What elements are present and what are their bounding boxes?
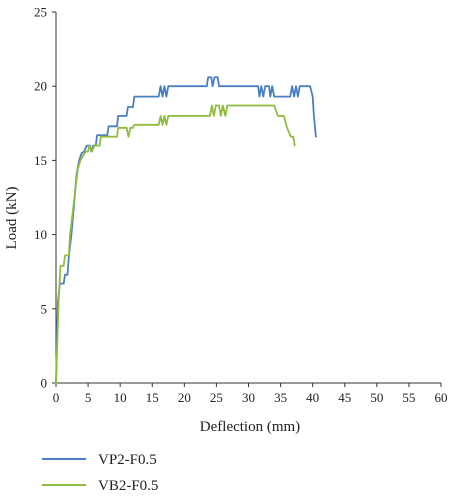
x-tick-label: 55 (402, 390, 415, 405)
y-tick-labels: 0 5 10 15 20 25 (34, 5, 56, 391)
series-line-2 (55, 104, 296, 384)
x-tick-label: 50 (370, 390, 383, 405)
y-tick-label: 0 (41, 376, 48, 391)
y-tick-label: 20 (34, 79, 47, 94)
legend: VP2-F0.5 VB2-F0.5 (42, 452, 158, 494)
x-tick-label: 30 (242, 390, 255, 405)
axes (55, 12, 441, 384)
y-tick-label: 15 (34, 153, 47, 168)
x-tick-labels: 0 5 10 15 20 25 30 35 40 45 50 55 60 (53, 383, 448, 405)
x-tick-label: 20 (178, 390, 191, 405)
legend-label-2: VB2-F0.5 (98, 478, 158, 494)
y-tick-label: 10 (34, 227, 47, 242)
x-tick-label: 35 (274, 390, 287, 405)
x-tick-label: 0 (53, 390, 60, 405)
x-tick-label: 45 (338, 390, 351, 405)
series-group (55, 76, 317, 384)
x-tick-label: 15 (146, 390, 159, 405)
y-tick-label: 25 (34, 5, 47, 20)
x-tick-label: 40 (306, 390, 319, 405)
x-tick-label: 60 (435, 390, 448, 405)
y-axis-title: Load (kN) (4, 187, 20, 250)
x-tick-label: 5 (85, 390, 92, 405)
x-tick-label: 10 (114, 390, 127, 405)
legend-label-1: VP2-F0.5 (98, 452, 157, 468)
series-line-1 (55, 76, 317, 384)
x-tick-label: 25 (210, 390, 223, 405)
y-tick-label: 5 (41, 301, 48, 316)
x-axis-title: Deflection (mm) (200, 419, 300, 435)
